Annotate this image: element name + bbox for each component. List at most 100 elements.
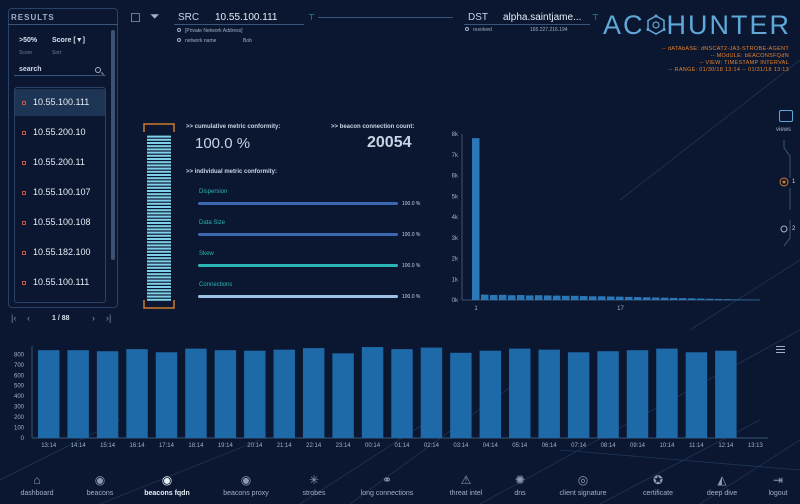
hist-bar[interactable] — [670, 297, 678, 300]
result-item[interactable]: 10.55.100.108 — [15, 209, 105, 236]
interval-bar[interactable] — [155, 352, 178, 438]
hist-y-tick: 8k — [452, 132, 459, 138]
hist-bar[interactable] — [679, 298, 687, 300]
nav-long-connections[interactable]: ⚭ long connections — [347, 470, 427, 504]
interval-bar[interactable] — [420, 347, 443, 438]
interval-bar[interactable] — [96, 351, 119, 438]
hist-bar[interactable] — [499, 294, 507, 300]
gauge-segment — [147, 145, 171, 148]
interval-bar[interactable] — [685, 352, 708, 438]
hist-bar[interactable] — [517, 295, 525, 300]
interval-bar[interactable] — [656, 348, 678, 438]
hist-bar[interactable] — [571, 295, 579, 300]
interval-bar[interactable] — [391, 349, 413, 438]
search-input[interactable] — [14, 63, 106, 76]
hist-bar[interactable] — [589, 296, 597, 300]
chart-menu-icon[interactable] — [776, 346, 785, 353]
interval-bar[interactable] — [244, 350, 266, 438]
interval-bar[interactable] — [214, 350, 237, 438]
nav-threat-intel[interactable]: ⚠ threat intel — [426, 470, 506, 504]
hist-bar[interactable] — [625, 296, 633, 300]
hist-bar[interactable] — [634, 297, 642, 300]
hist-bar[interactable] — [580, 296, 588, 300]
hist-bar[interactable] — [553, 295, 561, 300]
dst-host[interactable]: alpha.saintjame... — [503, 12, 582, 23]
interval-bar[interactable] — [538, 349, 560, 438]
hist-bar[interactable] — [652, 297, 660, 300]
next-page-icon[interactable]: › — [92, 313, 95, 323]
result-item[interactable]: 10.55.200.11 — [15, 149, 105, 176]
interval-bar[interactable] — [332, 353, 354, 438]
interval-bar[interactable] — [597, 351, 619, 438]
nav-client-signature[interactable]: ◎ client signature — [543, 470, 623, 504]
views-list-icon[interactable] — [779, 110, 793, 122]
views-selector[interactable] — [776, 138, 800, 248]
prev-page-icon[interactable]: ‹ — [27, 313, 30, 323]
interval-bar[interactable] — [479, 350, 502, 438]
result-item[interactable]: 10.55.100.111 — [15, 89, 105, 116]
filter-icon[interactable]: ⏷ — [150, 9, 160, 23]
hist-bar[interactable] — [598, 296, 606, 300]
interval-bar[interactable] — [361, 347, 384, 438]
hist-bar[interactable] — [643, 297, 651, 300]
interval-bar[interactable] — [302, 348, 325, 438]
nav-beacons-fqdn[interactable]: ◉ beacons fqdn — [127, 470, 207, 504]
nav-dashboard[interactable]: ⌂ dashboard — [0, 470, 77, 504]
hist-bar[interactable] — [607, 296, 615, 300]
results-scrollbar[interactable] — [111, 30, 115, 260]
nav-strobes[interactable]: ✳ strobes — [274, 470, 354, 504]
result-item[interactable]: 10.55.100.107 — [15, 179, 105, 206]
result-item[interactable]: 10.55.100.111 — [15, 269, 105, 296]
nav-dns[interactable]: ✺ dns — [480, 470, 560, 504]
hist-bar[interactable] — [562, 295, 570, 300]
hist-bar[interactable] — [508, 295, 516, 300]
hist-bar[interactable] — [724, 299, 732, 300]
bar-x-tick: 08:14 — [601, 443, 617, 449]
gauge-segment — [147, 247, 171, 250]
hist-bar[interactable] — [481, 294, 489, 300]
interval-bar[interactable] — [715, 350, 737, 438]
nav-deep-dive[interactable]: ◭ deep dive — [682, 470, 762, 504]
nav-beacons[interactable]: ◉ beacons — [60, 470, 140, 504]
hist-bar[interactable] — [472, 138, 480, 300]
nav-label: logout — [768, 490, 788, 497]
hist-bar[interactable] — [661, 297, 669, 300]
hist-bar[interactable] — [697, 298, 705, 300]
interval-bar[interactable] — [567, 352, 590, 438]
hist-bar[interactable] — [688, 298, 696, 300]
hist-bar[interactable] — [706, 298, 714, 300]
gauge-segment — [147, 186, 171, 189]
view-option-1[interactable]: 1 — [792, 179, 796, 185]
dst-pin-icon[interactable]: ⊤ — [592, 13, 599, 22]
interval-bar[interactable] — [126, 349, 148, 438]
hist-bar[interactable] — [715, 298, 723, 300]
src-ip[interactable]: 10.55.100.111 — [215, 12, 278, 23]
interval-bar[interactable] — [185, 348, 207, 438]
hist-bar[interactable] — [490, 295, 498, 300]
first-page-icon[interactable]: |‹ — [11, 313, 17, 323]
nav-logout[interactable]: ⇥ logout — [738, 470, 800, 504]
view-option-2[interactable]: 2 — [792, 226, 796, 232]
src-pin-icon[interactable]: ⊤ — [308, 13, 315, 22]
result-item[interactable]: 10.55.182.100 — [15, 239, 105, 266]
hist-bar[interactable] — [544, 295, 552, 300]
hist-bar[interactable] — [616, 296, 624, 300]
score-filter-dropdown[interactable]: >50% — [19, 37, 38, 44]
result-item[interactable]: 10.55.200.10 — [15, 119, 105, 146]
interval-bar[interactable] — [626, 350, 649, 438]
interval-bar[interactable] — [38, 350, 60, 438]
hist-bar[interactable] — [733, 299, 741, 300]
sort-dropdown[interactable]: Score [▼] — [52, 37, 85, 44]
interval-bar[interactable] — [509, 348, 531, 438]
hist-bar[interactable] — [535, 295, 543, 300]
interval-bar[interactable] — [450, 352, 472, 438]
nav-beacons-proxy[interactable]: ◉ beacons proxy — [206, 470, 286, 504]
hist-bar[interactable] — [526, 295, 534, 300]
interval-bar[interactable] — [67, 350, 89, 438]
last-page-icon[interactable]: ›| — [106, 313, 112, 323]
search-icon[interactable] — [95, 67, 101, 73]
checkbox-icon[interactable]: ☐ — [130, 11, 141, 25]
nav-certificate[interactable]: ✪ certificate — [618, 470, 698, 504]
gauge-segment — [147, 158, 171, 160]
interval-bar[interactable] — [273, 349, 295, 438]
